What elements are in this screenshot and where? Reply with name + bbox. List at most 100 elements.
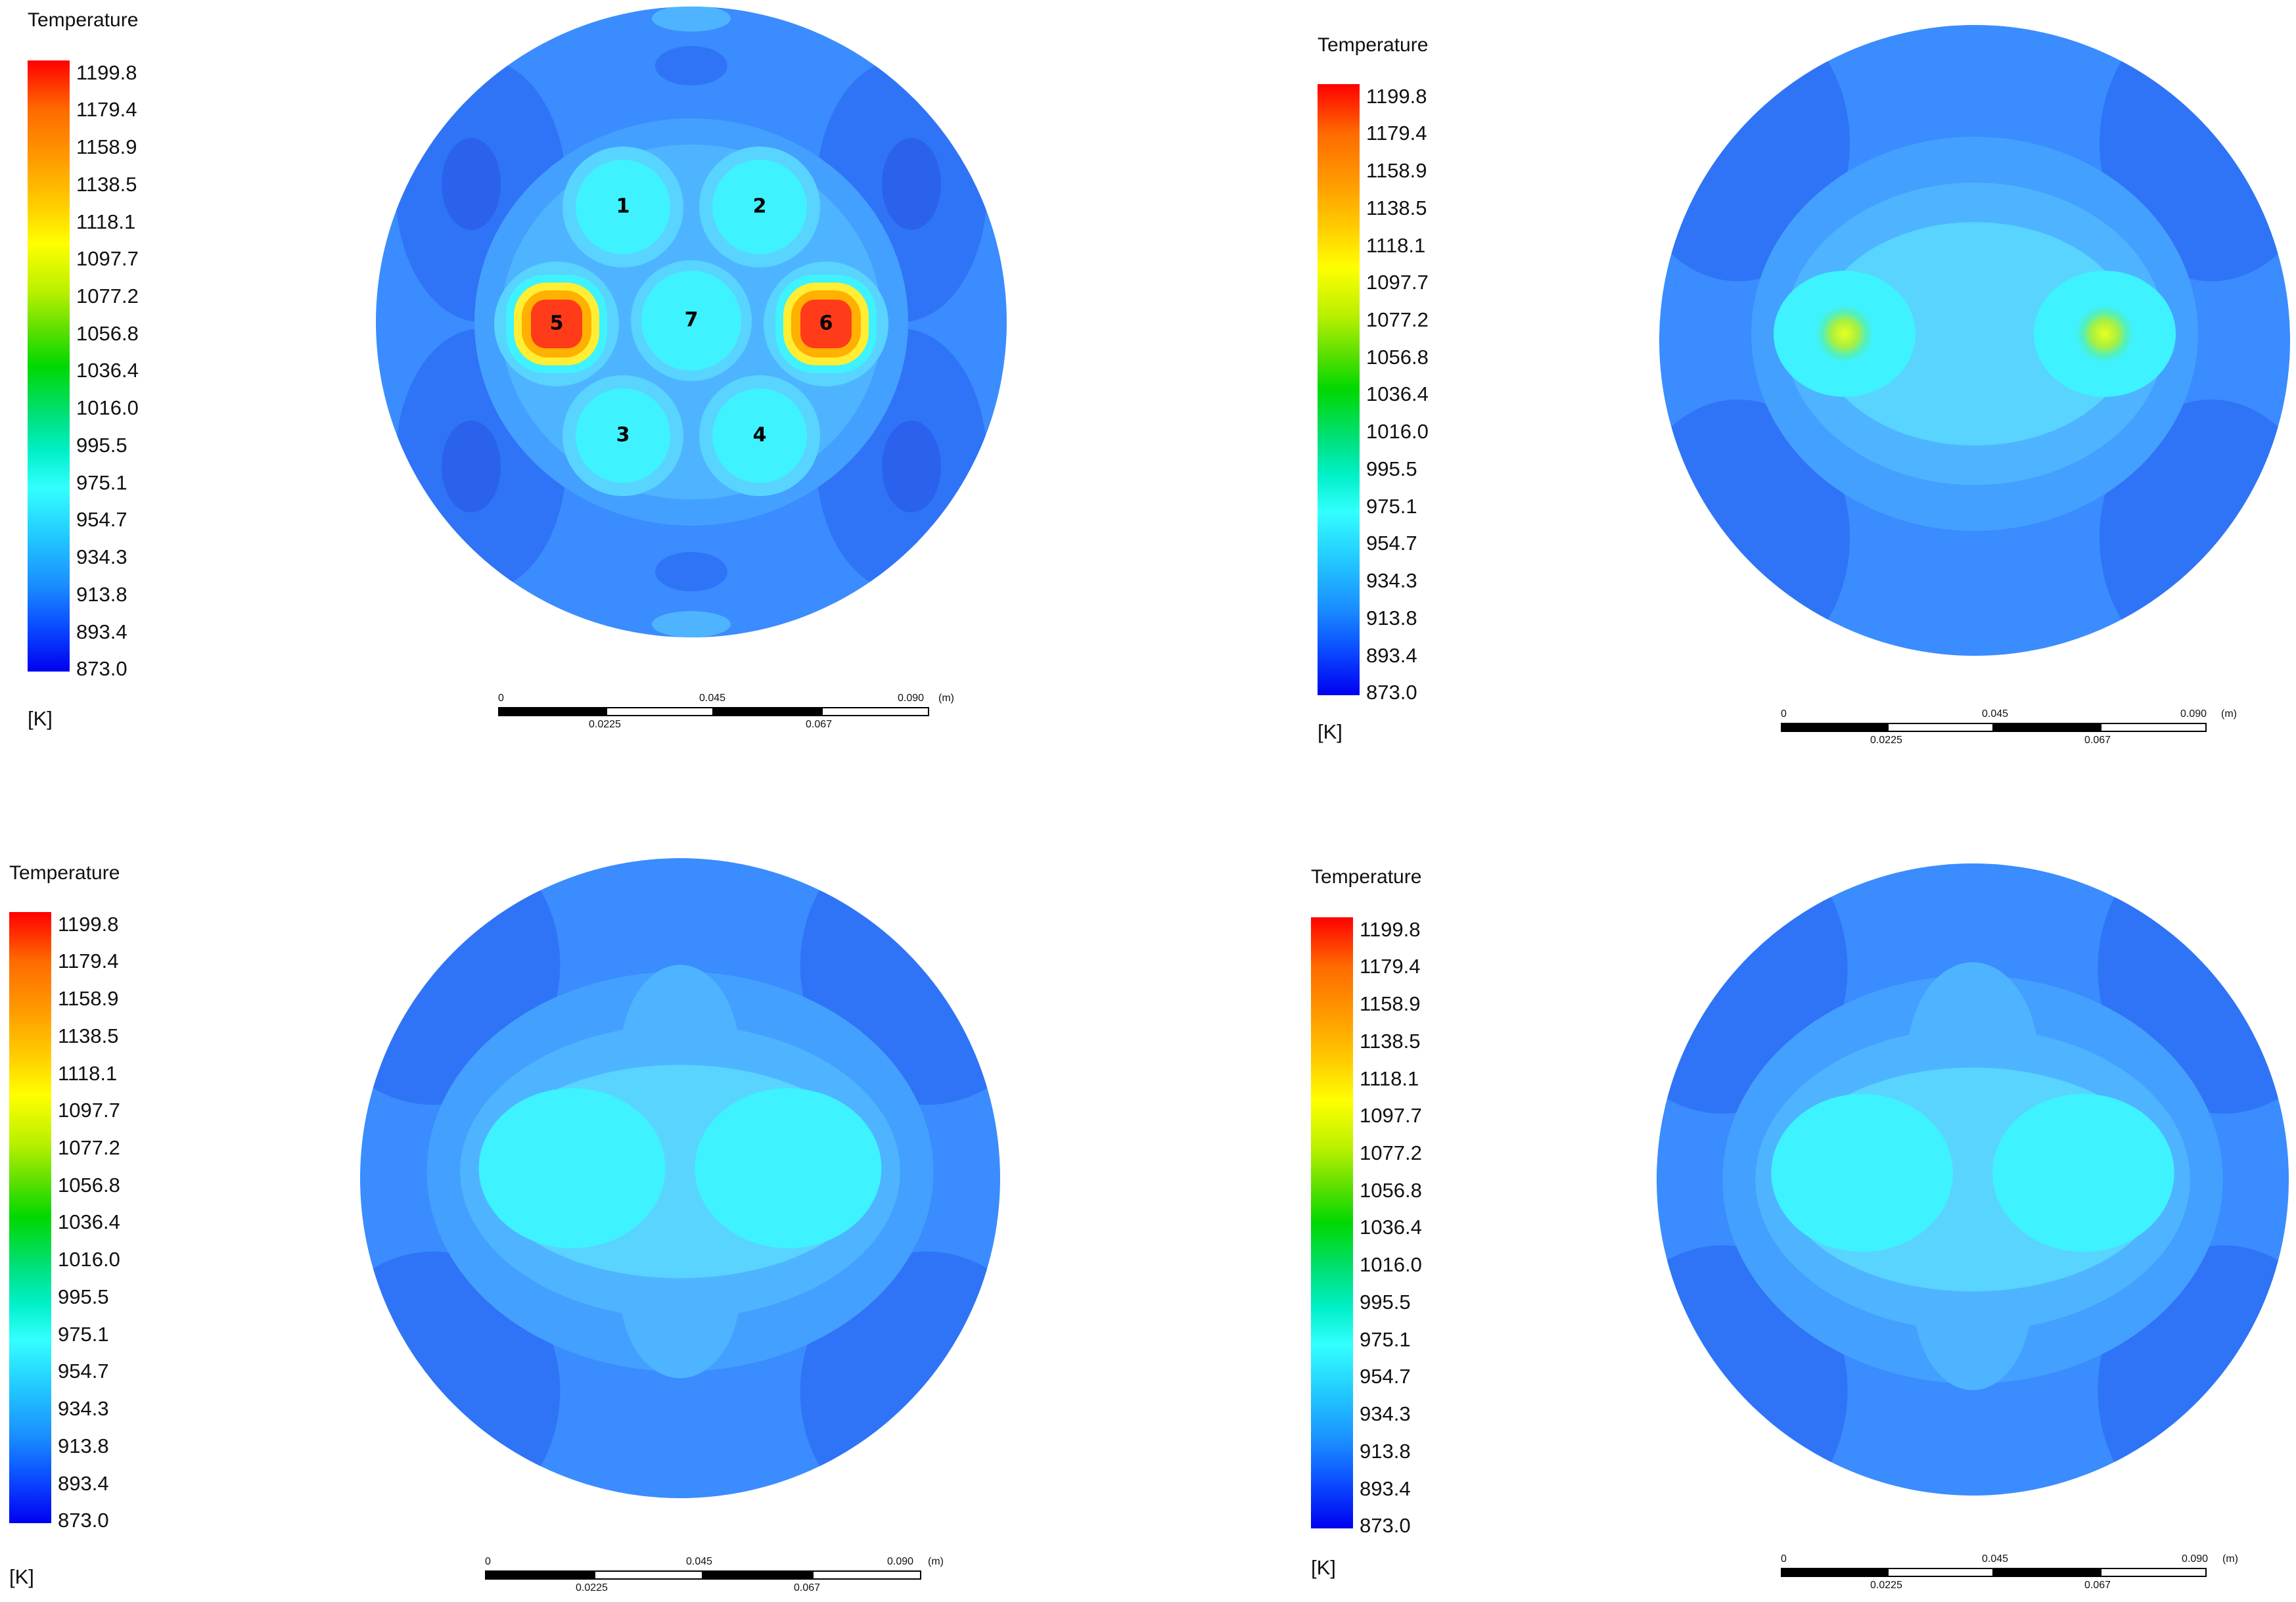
legend-tick: 934.3 (58, 1397, 109, 1421)
legend-tick: 1036.4 (76, 359, 139, 382)
legend-tick: 1097.7 (1360, 1104, 1422, 1128)
legend-tick: 873.0 (1360, 1514, 1411, 1538)
scale-label: 0.090 (2180, 708, 2207, 720)
legend-title: Temperature (1311, 866, 1422, 888)
legend-tick: 1199.8 (58, 912, 119, 936)
temperature-contour-disk: 1 2 3 4 5 6 7 (376, 7, 1007, 637)
scale-label: 0.045 (1982, 708, 2009, 720)
legend-tick: 934.3 (76, 545, 127, 569)
rod-label: 1 (616, 195, 630, 218)
legend-title: Temperature (1318, 34, 1429, 56)
legend-unit: [K] (1311, 1556, 1336, 1579)
legend-ticks: 1199.8 1179.4 1158.9 1138.5 1118.1 1097.… (1360, 917, 1504, 1538)
legend-tick: 1118.1 (58, 1061, 118, 1085)
legend-tick: 873.0 (76, 657, 127, 681)
legend-tick: 893.4 (1360, 1476, 1411, 1500)
legend-ticks: 1199.8 1179.4 1158.9 1138.5 1118.1 1097.… (58, 912, 202, 1532)
legend-tick: 1138.5 (76, 172, 137, 196)
legend-tick: 1056.8 (1366, 345, 1429, 369)
rod-label: 7 (685, 309, 699, 332)
contour-panel-1: Temperature 1199.8 1179.4 1158.9 1138.5 … (0, 0, 1148, 800)
legend-tick: 1158.9 (1360, 992, 1421, 1016)
legend-tick: 1118.1 (1366, 233, 1426, 257)
legend-tick: 1056.8 (1360, 1178, 1422, 1202)
scale-label: 0 (498, 693, 504, 704)
scale-bar: 0 0.045 0.090 (m) 0.0225 0.067 (485, 1556, 944, 1602)
temperature-contour-disk (1657, 863, 2289, 1496)
color-bar (1311, 917, 1353, 1528)
scale-bar: 0 0.045 0.090 (m) 0.0225 0.067 (1781, 1553, 2238, 1599)
legend-tick: 1158.9 (58, 987, 119, 1011)
scale-label: 0.0225 (1870, 1580, 1902, 1591)
legend-title: Temperature (28, 9, 139, 31)
rod-label: 6 (819, 312, 833, 335)
legend-tick: 995.5 (1366, 457, 1417, 480)
scale-bar: 0 0.045 0.090 (m) 0.0225 0.067 (1781, 708, 2237, 754)
legend-tick: 893.4 (1366, 643, 1417, 667)
legend-tick: 1138.5 (1360, 1029, 1421, 1053)
legend-tick: 954.7 (1366, 532, 1417, 555)
color-bar (1318, 84, 1360, 695)
legend-tick: 1016.0 (76, 396, 139, 420)
legend-tick: 1158.9 (76, 135, 137, 159)
scale-label: 0.0225 (589, 719, 621, 730)
scale-label: 0 (1781, 1553, 1787, 1565)
legend-tick: 995.5 (1360, 1290, 1411, 1314)
legend-tick: 934.3 (1366, 569, 1417, 593)
legend-tick: 975.1 (1360, 1327, 1411, 1351)
legend-unit: [K] (9, 1565, 34, 1588)
legend-tick: 1199.8 (76, 60, 137, 84)
temperature-contour-disk (360, 858, 1000, 1498)
scale-label: 0.067 (2084, 735, 2111, 746)
legend-tick: 1179.4 (58, 950, 119, 973)
legend-tick: 1179.4 (1366, 122, 1427, 145)
color-bar (28, 60, 70, 672)
rod-label: 5 (550, 312, 564, 335)
legend-tick: 893.4 (76, 620, 127, 643)
scale-label: 0.0225 (576, 1582, 608, 1593)
scale-label: 0.067 (794, 1582, 821, 1593)
legend-tick: 1097.7 (76, 247, 139, 271)
legend-title: Temperature (9, 862, 120, 884)
rod-label: 3 (616, 424, 630, 447)
scale-unit: (m) (938, 693, 954, 704)
rod-label: 2 (753, 195, 767, 218)
scale-label: 0.090 (887, 1556, 914, 1567)
contour-panel-3: Temperature 1199.8 1179.4 1158.9 1138.5 … (0, 800, 1148, 1601)
legend-tick: 1097.7 (1366, 271, 1429, 294)
legend-tick: 1036.4 (1360, 1216, 1422, 1239)
legend-tick: 1077.2 (58, 1135, 120, 1159)
legend-tick: 934.3 (1360, 1402, 1411, 1426)
legend-ticks: 1199.8 1179.4 1158.9 1138.5 1118.1 1097.… (1366, 84, 1511, 704)
legend-tick: 1138.5 (1366, 196, 1427, 219)
scale-label: 0.067 (806, 719, 833, 730)
scale-unit: (m) (928, 1556, 944, 1567)
legend-tick: 1016.0 (1366, 420, 1429, 444)
legend-tick: 975.1 (1366, 494, 1417, 518)
legend-tick: 995.5 (58, 1285, 109, 1308)
legend-unit: [K] (1318, 720, 1343, 743)
legend-tick: 913.8 (58, 1434, 109, 1457)
legend-tick: 1077.2 (76, 284, 139, 308)
contour-panel-4: Temperature 1199.8 1179.4 1158.9 1138.5 … (1148, 800, 2296, 1601)
legend-tick: 954.7 (1360, 1365, 1411, 1388)
legend-tick: 1097.7 (58, 1099, 120, 1122)
scale-unit: (m) (2222, 1553, 2238, 1565)
legend-tick: 1016.0 (58, 1248, 120, 1271)
color-bar (9, 912, 51, 1523)
legend-tick: 913.8 (76, 582, 127, 606)
legend-tick: 1199.8 (1366, 84, 1427, 108)
legend-tick: 954.7 (76, 508, 127, 532)
legend-tick: 975.1 (58, 1322, 109, 1346)
legend-tick: 1179.4 (1360, 955, 1421, 978)
rod-label: 4 (753, 424, 767, 447)
legend-tick: 1118.1 (76, 210, 136, 233)
legend-tick: 1016.0 (1360, 1253, 1422, 1277)
legend-tick: 1077.2 (1360, 1141, 1422, 1164)
legend-tick: 873.0 (58, 1509, 109, 1532)
scale-label: 0.045 (699, 693, 726, 704)
scale-label: 0 (485, 1556, 491, 1567)
legend-tick: 1036.4 (1366, 382, 1429, 406)
scale-label: 0.090 (2182, 1553, 2209, 1565)
scale-unit: (m) (2221, 708, 2237, 720)
